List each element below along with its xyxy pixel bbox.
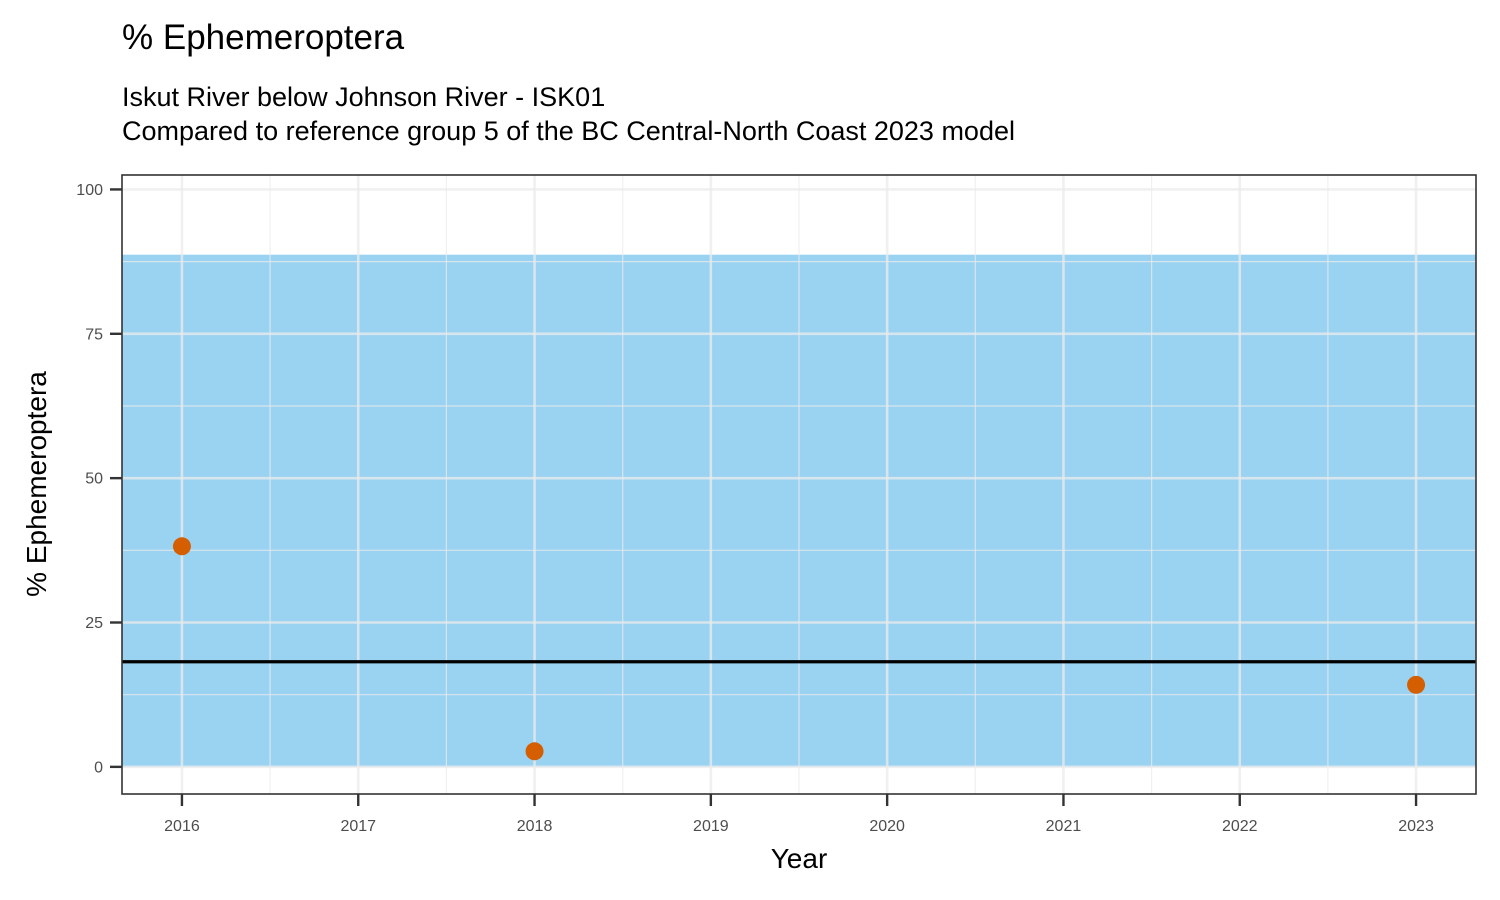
y-tick-label: 100 [76,182,103,199]
x-tick-label: 2022 [1222,818,1258,835]
plot-panel-border [121,174,1477,795]
x-tick-label: 2017 [340,818,376,835]
axes: 0 25 50 75 100 2016 2017 2018 2019 2020 2021 2022 20… [76,182,1434,835]
grid-layer [122,175,1476,794]
y-tick-label: 0 [94,759,103,776]
x-tick-label: 2023 [1398,818,1434,835]
x-axis-title: Year [771,843,828,874]
data-point [525,742,544,761]
y-tick-label: 50 [85,471,103,488]
x-tick-label: 2016 [164,818,200,835]
y-tick-label: 25 [85,615,103,632]
x-tick-label: 2019 [693,818,729,835]
data-points [172,537,1426,761]
y-tick-label: 75 [85,326,103,343]
chart-subtitle-reference: Compared to reference group 5 of the BC … [122,116,1015,146]
chart-subtitle-site: Iskut River below Johnson River - ISK01 [122,82,606,112]
chart-title: % Ephemeroptera [122,18,405,57]
x-tick-label: 2021 [1046,818,1082,835]
data-point [1407,675,1426,694]
data-point [172,537,191,556]
x-tick-label: 2020 [869,818,905,835]
x-tick-label: 2018 [517,818,553,835]
y-axis-title: % Ephemeroptera [21,371,52,597]
